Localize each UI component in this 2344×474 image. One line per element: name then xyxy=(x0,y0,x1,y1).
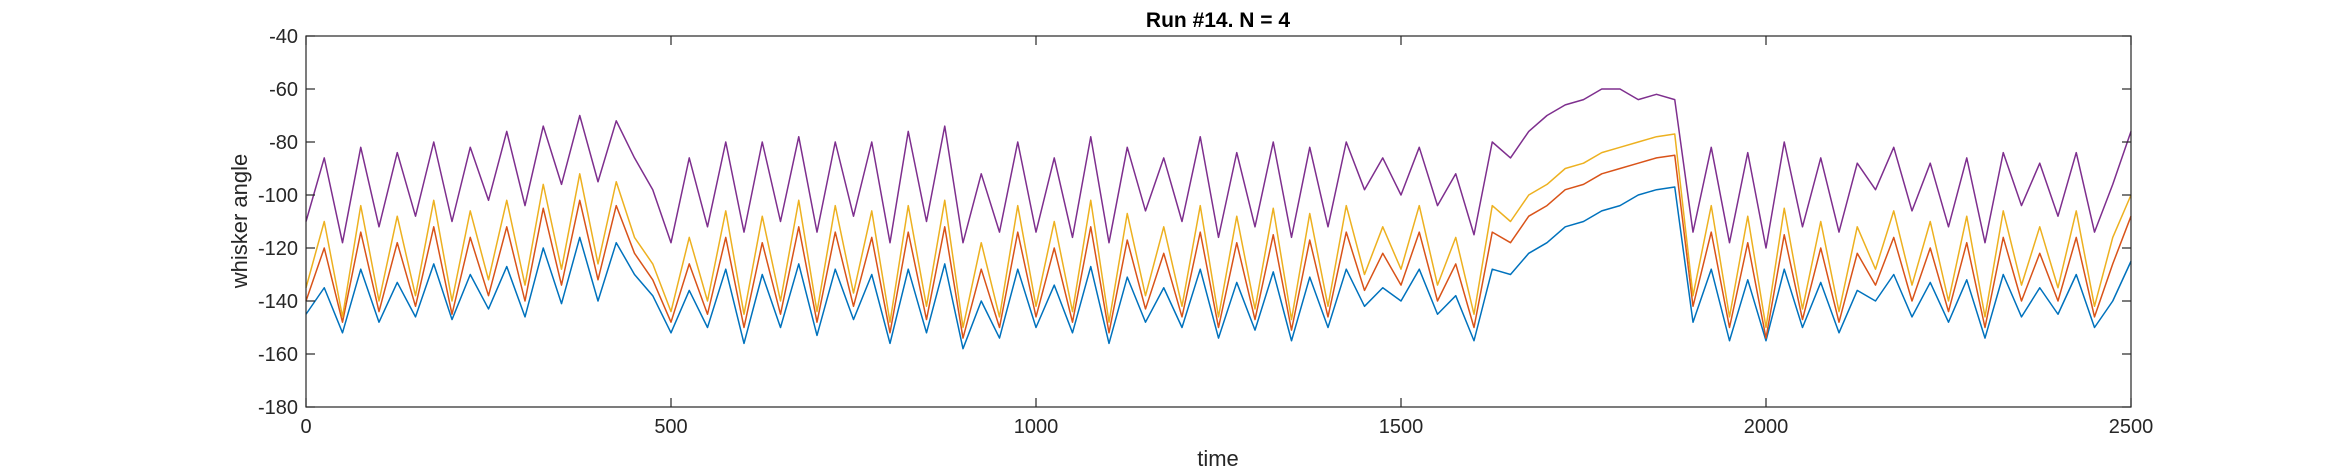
y-tick-label: -40 xyxy=(269,26,298,48)
series-line-1 xyxy=(305,186,2132,350)
series-layer xyxy=(305,88,2132,350)
x-tick-label: 0 xyxy=(300,416,311,438)
y-tick-label: -80 xyxy=(269,132,298,154)
y-tick-label: -120 xyxy=(258,238,298,260)
y-tick-label: -100 xyxy=(258,185,298,207)
plot-frame xyxy=(305,35,2132,408)
x-tick-label: 500 xyxy=(654,416,687,438)
y-tick-label: -180 xyxy=(258,397,298,419)
plot-background xyxy=(306,36,2131,407)
y-tick-label: -160 xyxy=(258,344,298,366)
chart-title: Run #14. N = 4 xyxy=(1146,9,1290,32)
series-line-2 xyxy=(305,154,2132,339)
y-tick-label: -60 xyxy=(269,79,298,101)
y-tick-label: -140 xyxy=(258,291,298,313)
series-line-4 xyxy=(305,88,2132,249)
x-tick-label: 1500 xyxy=(1379,416,1424,438)
x-tick-label: 1000 xyxy=(1014,416,1059,438)
y-axis-label: whisker angle xyxy=(227,154,252,290)
x-tick-label: 2000 xyxy=(1744,416,1789,438)
series-line-3 xyxy=(305,133,2132,329)
x-tick-label: 2500 xyxy=(2109,416,2154,438)
x-axis-label: time xyxy=(1197,446,1239,469)
